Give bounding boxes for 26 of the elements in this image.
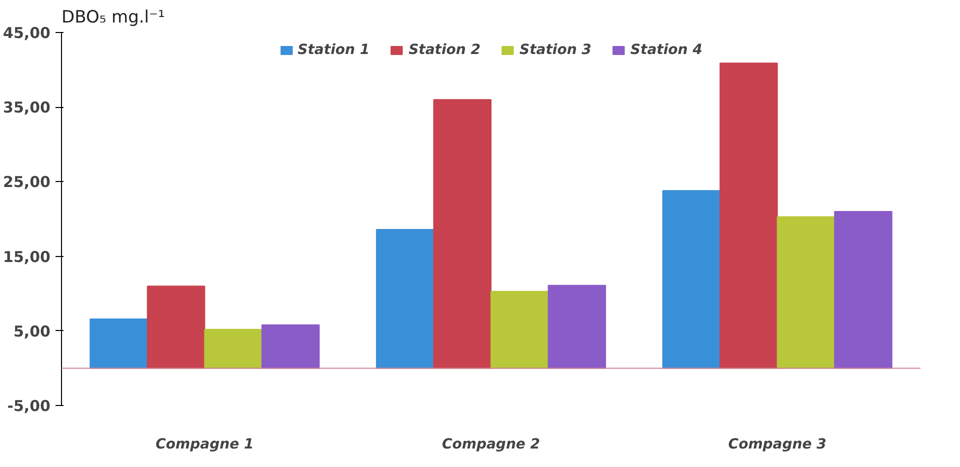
y-axis-title: DBO₅ mg.l⁻¹ [62, 8, 165, 28]
y-tick-label: 25,00 [3, 173, 51, 192]
bar [548, 284, 606, 369]
bar [834, 211, 892, 369]
bar [490, 290, 549, 369]
legend-label: Station 4 [630, 42, 702, 58]
bar [433, 99, 492, 369]
bar [90, 318, 148, 369]
legend-label: Station 2 [408, 42, 480, 58]
y-tick-label: 45,00 [3, 24, 51, 42]
bar [776, 216, 836, 369]
bar [376, 228, 434, 369]
legend-label: Station 1 [298, 42, 370, 58]
bar [720, 62, 778, 369]
x-tick-label: Compagne 1 [156, 436, 254, 452]
bar [662, 190, 721, 369]
bar [146, 286, 206, 369]
bar [261, 324, 320, 369]
x-tick-label: Compagne 3 [728, 436, 826, 452]
y-tick-label: 5,00 [13, 322, 51, 340]
y-tick-label: 35,00 [3, 98, 51, 117]
legend-label: Station 3 [520, 42, 592, 58]
y-tick-label: -5,00 [7, 397, 51, 415]
y-tick-label: 15,00 [3, 248, 51, 266]
x-tick-label: Compagne 2 [442, 436, 540, 452]
bar [204, 328, 262, 369]
